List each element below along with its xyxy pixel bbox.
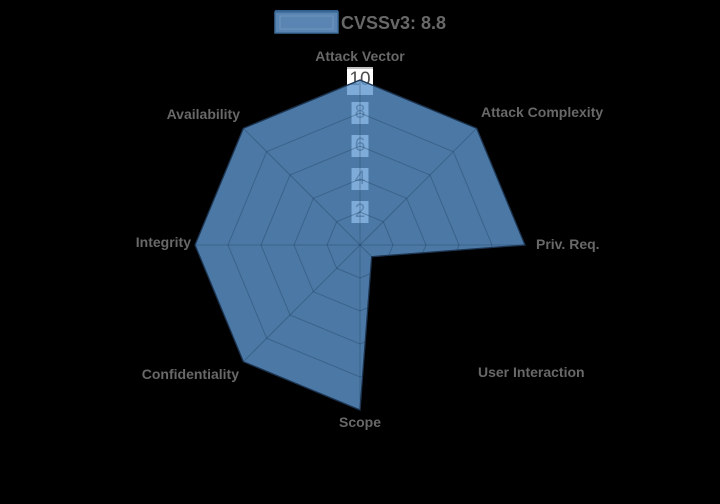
svg-text:Confidentiality: Confidentiality: [142, 366, 239, 382]
svg-text:Availability: Availability: [167, 106, 241, 122]
svg-text:Integrity: Integrity: [136, 234, 191, 250]
svg-text:Priv. Req.: Priv. Req.: [536, 236, 600, 252]
svg-text:User Interaction: User Interaction: [478, 364, 585, 380]
svg-text:Attack Complexity: Attack Complexity: [481, 104, 603, 120]
svg-text:Attack Vector: Attack Vector: [315, 48, 405, 64]
svg-text:Scope: Scope: [339, 414, 381, 430]
svg-text:CVSSv3: 8.8: CVSSv3: 8.8: [341, 13, 446, 33]
